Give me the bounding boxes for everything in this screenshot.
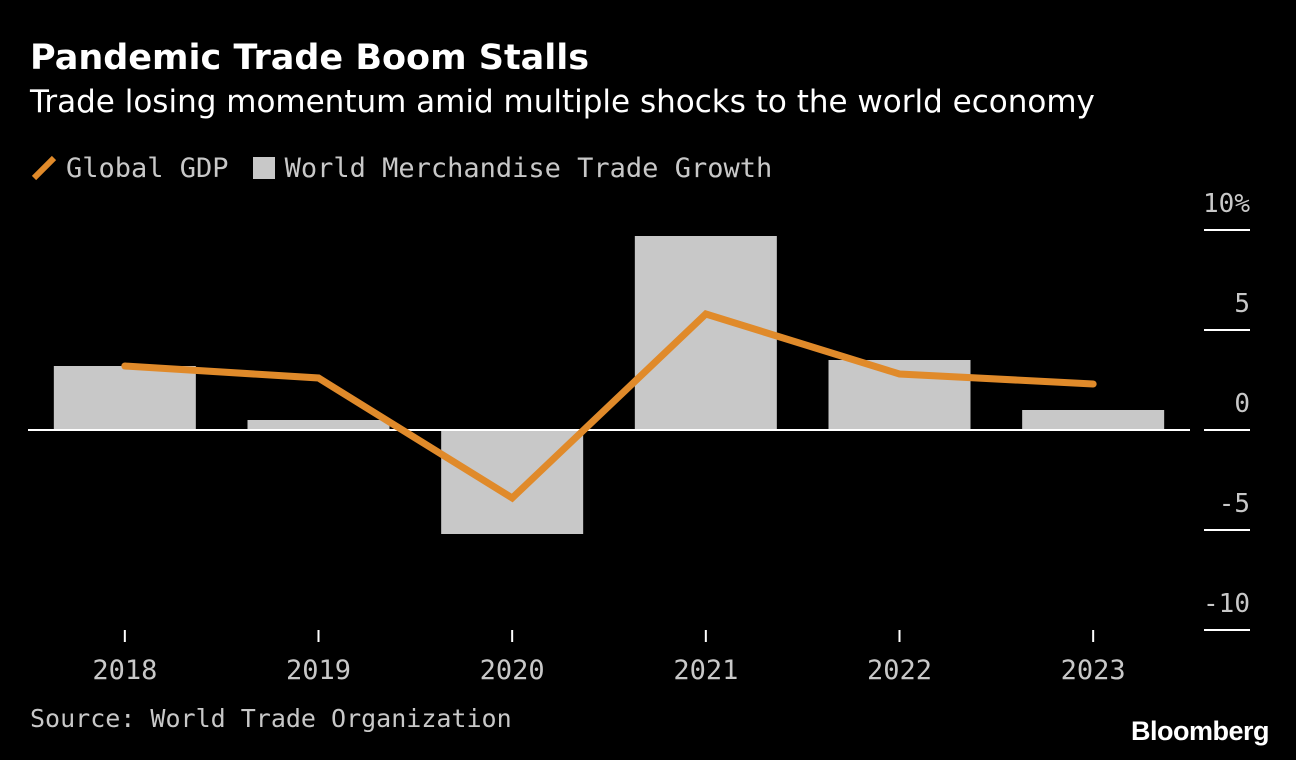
bar-layer [53,236,1165,534]
x-tick-label: 2022 [867,655,932,686]
bar-2019 [247,420,390,430]
x-tick-label: 2023 [1061,655,1126,686]
bar-2021 [634,236,777,430]
y-tick-label: 10% [1203,189,1250,219]
bar-2020 [441,430,584,534]
chart-legend: Global GDP World Merchandise Trade Growt… [30,150,796,186]
legend-item-trade: World Merchandise Trade Growth [252,152,773,184]
x-tick-label: 2020 [480,655,545,686]
chart-title: Pandemic Trade Boom Stalls [30,38,590,78]
x-tick-label: 2019 [286,655,351,686]
legend-item-gdp: Global GDP [30,153,229,184]
chart-subtitle: Trade losing momentum amid multiple shoc… [30,84,1095,120]
legend-line-swatch-icon [31,155,57,181]
bloomberg-logo: Bloomberg [1130,716,1270,746]
source-note: Source: World Trade Organization [30,704,512,733]
gdp-series-line [121,310,1097,503]
x-axis: 2018 2019 2020 2021 2022 2023 [92,630,1126,686]
bar-2023 [1022,410,1165,430]
y-tick-label: 5 [1234,289,1250,319]
bar-2018 [53,366,196,430]
y-tick-label: 0 [1234,389,1250,419]
legend-bar-swatch-icon [252,157,275,179]
gdp-line-layer [121,310,1097,503]
legend-label-gdp: Global GDP [66,152,229,184]
y-axis: 10% 5 0 -5 -10 [1203,189,1250,631]
legend-label-trade: World Merchandise Trade Growth [284,152,773,184]
x-tick-label: 2018 [92,655,157,686]
x-tick-label: 2021 [673,655,738,686]
y-tick-label: -10 [1203,589,1250,619]
y-tick-label: -5 [1219,489,1250,519]
